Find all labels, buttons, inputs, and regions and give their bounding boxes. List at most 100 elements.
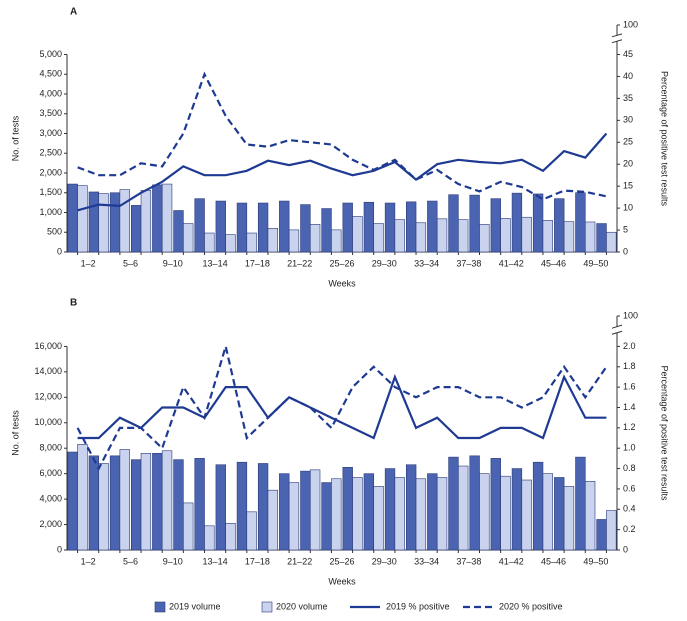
y-tick-label: 1,500 <box>39 187 62 197</box>
bar <box>352 216 363 253</box>
bar <box>511 192 523 253</box>
x-tick-label: 41–42 <box>499 556 524 566</box>
legend-swatch <box>261 601 273 613</box>
bar <box>575 456 586 551</box>
bar <box>98 193 109 253</box>
x-tick-label: 1–2 <box>81 258 96 268</box>
bar <box>161 183 173 253</box>
y2-tick-label: 0 <box>623 544 628 554</box>
y2-tick-label: 1.4 <box>623 402 636 412</box>
bar <box>542 220 553 253</box>
bar <box>331 478 342 551</box>
bar <box>521 216 532 253</box>
x-tick-label: 13–14 <box>203 258 228 268</box>
x-tick-label: 13–14 <box>203 556 228 566</box>
x-tick-label: 41–42 <box>499 258 524 268</box>
y-tick-label: 4,000 <box>39 88 62 98</box>
legend-label: 2020 % positive <box>499 601 563 611</box>
x-tick-label: 21–22 <box>287 556 312 566</box>
x-tick-label: 29–30 <box>372 258 397 268</box>
bar <box>436 477 448 551</box>
y-tick-label: 4,000 <box>39 493 62 503</box>
y2-tick-label: 100 <box>623 310 638 320</box>
legend: 2019 volume 2020 volume 2019 % positive 202… <box>154 601 563 613</box>
bar <box>300 204 311 253</box>
bar <box>194 458 205 551</box>
y-tick-label: 3,000 <box>39 128 62 138</box>
y2-tick-label: 0.4 <box>623 504 636 514</box>
bar <box>575 192 586 253</box>
bar <box>606 510 617 551</box>
y2-tick-label: 45 <box>623 49 633 59</box>
x-tick-label: 49–50 <box>583 556 608 566</box>
y2-tick-label: 100 <box>623 19 638 29</box>
y2-tick-label: 2.0 <box>623 341 636 351</box>
legend-label: 2019 volume <box>169 601 221 611</box>
axis-break <box>611 33 623 38</box>
x-tick-label: 9–10 <box>163 258 183 268</box>
y2-tick-label: 40 <box>623 71 633 81</box>
x-tick-label: 29–30 <box>372 556 397 566</box>
bar <box>131 205 142 253</box>
y-tick-label: 1,000 <box>39 207 62 217</box>
x-tick-label: 49–50 <box>583 258 608 268</box>
line <box>76 342 608 471</box>
y2-tick-label: 1.6 <box>623 382 636 392</box>
bar <box>225 522 236 551</box>
y-axis-label: No. of tests <box>10 410 20 456</box>
bar <box>300 470 311 551</box>
bar <box>215 464 226 551</box>
bar <box>88 191 100 253</box>
y2-tick-label: 1.0 <box>623 443 636 453</box>
y2-tick-label: 0 <box>623 246 628 256</box>
bar <box>511 468 523 551</box>
bar <box>183 223 194 253</box>
bar <box>246 511 257 551</box>
y2-tick-label: 1.8 <box>623 361 636 371</box>
bar <box>257 202 269 253</box>
bar <box>563 486 575 551</box>
bar <box>98 463 109 551</box>
x-tick-label: 5–6 <box>123 556 138 566</box>
bar <box>204 232 215 253</box>
x-tick-label: 5–6 <box>123 258 138 268</box>
bar <box>384 468 396 551</box>
bar <box>140 452 152 551</box>
bar <box>394 219 405 253</box>
y2-tick-label: 15 <box>623 181 633 191</box>
y-tick-label: 2,500 <box>39 148 62 158</box>
bar <box>109 455 121 551</box>
y2-tick-label: 1.2 <box>623 422 636 432</box>
x-tick-label: 21–22 <box>287 258 312 268</box>
bar <box>225 234 236 253</box>
y-tick-label: 5,000 <box>39 49 62 59</box>
bar <box>448 456 459 551</box>
bar <box>469 194 480 253</box>
bar <box>321 208 332 253</box>
y-tick-label: 0 <box>57 544 62 554</box>
line <box>77 132 608 212</box>
axis-break <box>611 324 623 329</box>
y-tick-label: 10,000 <box>34 417 62 427</box>
bar <box>448 194 459 253</box>
bar <box>342 202 353 253</box>
x-tick-label: 1–2 <box>81 556 96 566</box>
bar <box>321 482 332 551</box>
y2-tick-label: 5 <box>623 224 628 234</box>
bar <box>436 218 448 253</box>
y2-tick-label: 25 <box>623 137 633 147</box>
bar <box>67 451 78 551</box>
bar <box>373 486 384 551</box>
bar <box>458 465 469 551</box>
bar <box>309 224 321 253</box>
x-tick-label: 33–34 <box>414 556 439 566</box>
bar <box>394 477 405 551</box>
bar <box>342 466 353 551</box>
bar <box>469 455 480 551</box>
bar <box>490 458 501 551</box>
bar <box>352 477 363 551</box>
bar <box>500 475 511 551</box>
x-tick-label: 25–26 <box>329 556 354 566</box>
y2-tick-label: 20 <box>623 159 633 169</box>
bar <box>500 218 511 253</box>
